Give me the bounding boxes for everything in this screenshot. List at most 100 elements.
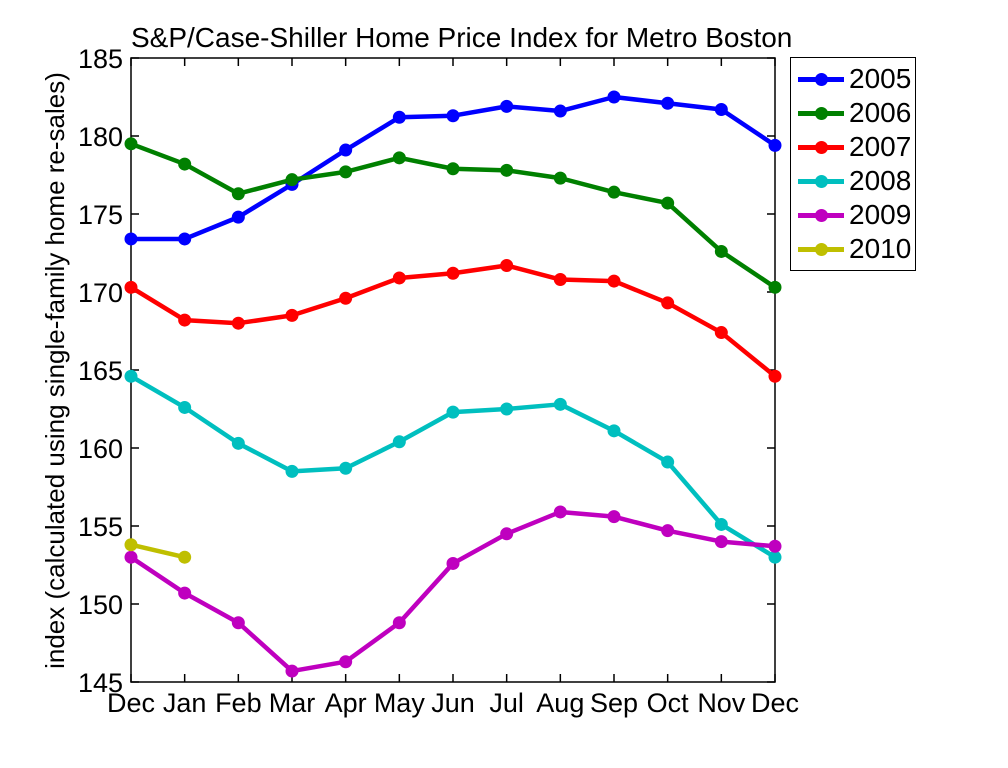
- data-point-2009-Nov: [714, 535, 728, 549]
- legend-label: 2008: [849, 165, 912, 196]
- x-tick-label: Apr: [325, 688, 367, 718]
- data-point-2008-Feb: [231, 436, 245, 450]
- x-tick-label: Dec: [107, 688, 155, 718]
- legend: 2005 2006 2007 2008 2009 2010: [790, 57, 916, 271]
- legend-label: 2006: [849, 97, 912, 128]
- y-tick-label: 155: [78, 512, 123, 542]
- data-point-2007-Oct: [661, 296, 675, 310]
- data-point-2005-Nov: [714, 102, 728, 116]
- data-point-2006-Nov: [714, 244, 728, 258]
- data-point-2006-Dec: [768, 280, 782, 294]
- data-point-2008-Aug: [553, 397, 567, 411]
- data-point-2009-Oct: [661, 524, 675, 538]
- data-point-2008-Jul: [500, 402, 514, 416]
- data-point-2005-Jul: [500, 99, 514, 113]
- legend-line-marker-icon: [798, 140, 844, 154]
- legend-item-2007: 2007: [791, 133, 915, 161]
- data-point-2006-Dec: [124, 137, 138, 151]
- y-tick-label: 165: [78, 356, 123, 386]
- data-point-2008-Dec: [768, 550, 782, 564]
- series-line-2010: [128, 542, 187, 560]
- data-point-2009-Apr: [339, 655, 353, 669]
- data-point-2008-Jan: [178, 400, 192, 414]
- x-tick-label: Feb: [215, 688, 262, 718]
- x-tick-label: Jul: [489, 688, 524, 718]
- data-point-2005-Dec: [768, 138, 782, 152]
- legend-item-2010: 2010: [791, 235, 915, 263]
- legend-label: 2009: [849, 199, 912, 230]
- legend-line-marker-icon: [798, 106, 844, 120]
- legend-item-2005: 2005: [791, 65, 915, 93]
- data-point-2008-Jun: [446, 405, 460, 419]
- data-point-2010-Dec: [124, 538, 138, 552]
- legend-line-marker-icon: [798, 174, 844, 188]
- data-point-2005-Sep: [607, 90, 621, 104]
- legend-item-2009: 2009: [791, 201, 915, 229]
- data-point-2006-Jul: [500, 163, 514, 177]
- legend-label: 2007: [849, 131, 912, 162]
- x-tick-label: Oct: [647, 688, 690, 718]
- y-tick-label: 145: [78, 668, 123, 698]
- data-point-2010-Jan: [178, 550, 192, 564]
- data-point-2007-Apr: [339, 291, 353, 305]
- legend-line-marker-icon: [798, 242, 844, 256]
- y-tick-label: 160: [78, 434, 123, 464]
- data-point-2007-Jun: [446, 266, 460, 280]
- data-point-2009-Aug: [553, 505, 567, 519]
- data-point-2007-Sep: [607, 274, 621, 288]
- data-point-2009-Feb: [231, 616, 245, 630]
- legend-item-2008: 2008: [791, 167, 915, 195]
- data-point-2005-Feb: [231, 210, 245, 224]
- series-line-2009: [128, 509, 778, 674]
- data-point-2008-May: [392, 435, 406, 449]
- data-point-2007-Jul: [500, 258, 514, 272]
- data-point-2005-Dec: [124, 232, 138, 246]
- data-point-2007-Mar: [285, 308, 299, 322]
- data-point-2005-Aug: [553, 104, 567, 118]
- data-point-2009-Jul: [500, 527, 514, 541]
- y-tick-label: 170: [78, 278, 123, 308]
- legend-line-marker-icon: [798, 72, 844, 86]
- data-point-2007-Jan: [178, 313, 192, 327]
- y-tick-label: 150: [78, 590, 123, 620]
- legend-label: 2010: [849, 233, 912, 264]
- data-point-2007-Feb: [231, 316, 245, 330]
- data-point-2009-Dec: [768, 539, 782, 553]
- data-point-2009-Dec: [124, 550, 138, 564]
- data-point-2008-Dec: [124, 369, 138, 383]
- data-point-2009-May: [392, 616, 406, 630]
- data-point-2006-Oct: [661, 196, 675, 210]
- data-point-2008-Mar: [285, 464, 299, 478]
- data-point-2007-Nov: [714, 326, 728, 340]
- data-point-2008-Apr: [339, 461, 353, 475]
- legend-item-2006: 2006: [791, 99, 915, 127]
- data-point-2006-Apr: [339, 165, 353, 179]
- data-point-2005-May: [392, 110, 406, 124]
- data-point-2007-Dec: [768, 369, 782, 383]
- x-tick-label: Nov: [697, 688, 746, 718]
- data-point-2008-Sep: [607, 424, 621, 438]
- data-point-2006-Sep: [607, 185, 621, 199]
- legend-line-marker-icon: [798, 208, 844, 222]
- series-line-2008: [128, 373, 778, 560]
- data-point-2005-Jun: [446, 109, 460, 123]
- data-point-2005-Apr: [339, 143, 353, 157]
- data-point-2006-Feb: [231, 187, 245, 201]
- data-point-2009-Jun: [446, 556, 460, 570]
- y-tick-label: 175: [78, 200, 123, 230]
- data-point-2007-May: [392, 271, 406, 285]
- data-point-2006-Mar: [285, 173, 299, 187]
- legend-label: 2005: [849, 63, 912, 94]
- data-point-2009-Mar: [285, 664, 299, 678]
- data-point-2006-Aug: [553, 171, 567, 185]
- x-tick-label: Jan: [163, 688, 207, 718]
- series-line-2007: [128, 263, 778, 379]
- data-point-2008-Oct: [661, 455, 675, 469]
- x-tick-label: May: [374, 688, 426, 718]
- x-tick-label: Mar: [269, 688, 316, 718]
- data-point-2009-Jan: [178, 586, 192, 600]
- data-point-2007-Aug: [553, 273, 567, 287]
- data-point-2009-Sep: [607, 510, 621, 524]
